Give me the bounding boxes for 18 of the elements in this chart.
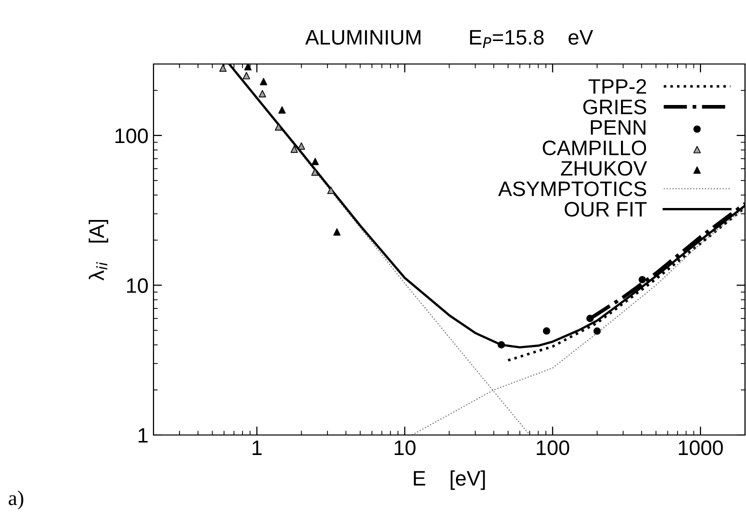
- x-tick-label: 100: [536, 440, 570, 456]
- x-tick-label: 1: [252, 440, 262, 455]
- legend-label: PENN: [590, 120, 646, 135]
- x-axis-title: E [eV]: [414, 470, 485, 490]
- legend-label: TPP-2: [588, 79, 646, 94]
- legend-label: OUR FIT: [564, 202, 647, 217]
- y-tick-label: 1: [138, 428, 148, 443]
- y-tick-label: 10: [127, 278, 148, 293]
- legend-label: ZHUKOV: [560, 160, 647, 176]
- chart-title: ALUMINIUM E$_{P}$=15.8 eV: [305, 30, 594, 48]
- y-tick-label: 100: [115, 128, 148, 144]
- text: λ$_{ii}$ [A]: [88, 220, 108, 281]
- x-tick-label: 10: [394, 440, 416, 456]
- legend-label: CAMPILLO: [542, 140, 646, 156]
- legend-label: GRIES: [583, 100, 646, 114]
- legend-label: ASYMPTOTICS: [498, 181, 646, 196]
- x-tick-label: 1000: [678, 440, 723, 456]
- text: a): [8, 490, 24, 510]
